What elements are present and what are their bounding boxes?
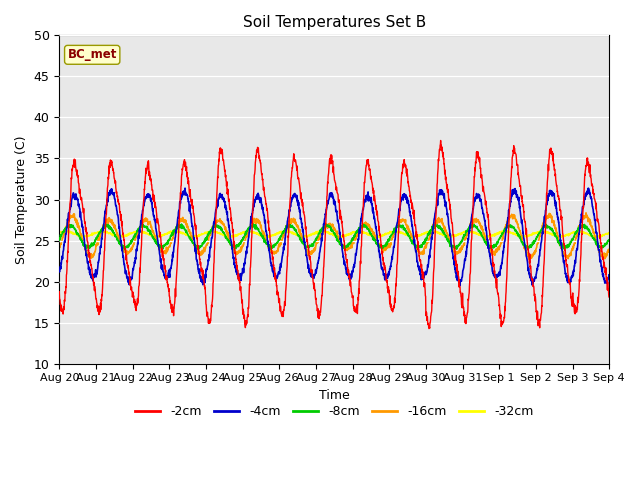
Title: Soil Temperatures Set B: Soil Temperatures Set B — [243, 15, 426, 30]
Y-axis label: Soil Temperature (C): Soil Temperature (C) — [15, 135, 28, 264]
Legend: -2cm, -4cm, -8cm, -16cm, -32cm: -2cm, -4cm, -8cm, -16cm, -32cm — [130, 400, 538, 423]
X-axis label: Time: Time — [319, 389, 349, 402]
Text: BC_met: BC_met — [68, 48, 117, 61]
